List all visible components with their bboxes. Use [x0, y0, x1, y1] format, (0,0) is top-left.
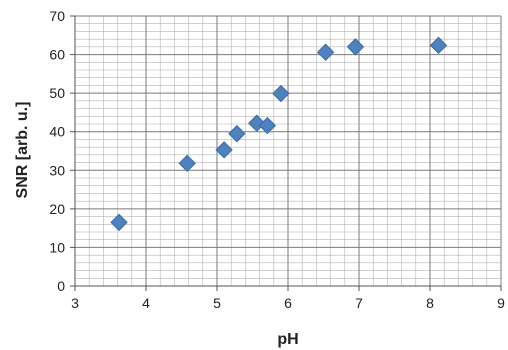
data-point [110, 213, 128, 232]
chart-axes [70, 15, 502, 291]
x-axis-title: pH [277, 331, 298, 348]
x-tick-label: 6 [284, 295, 292, 311]
y-tick-label: 50 [49, 85, 65, 101]
y-tick-label: 20 [49, 201, 65, 217]
y-tick-labels: 0 10 20 30 40 50 60 70 [49, 8, 65, 294]
y-tick-label: 0 [57, 278, 65, 294]
y-tick-label: 30 [49, 162, 65, 178]
x-tick-label: 8 [426, 295, 434, 311]
data-points [110, 36, 448, 232]
data-point [215, 141, 233, 159]
data-point [316, 43, 335, 61]
x-tick-label: 5 [213, 295, 221, 311]
x-tick-label: 3 [71, 295, 79, 311]
data-point [248, 114, 266, 132]
data-point [228, 124, 246, 143]
data-point [272, 84, 290, 103]
x-tick-label: 7 [355, 295, 363, 311]
x-tick-label: 4 [142, 295, 150, 311]
data-point [258, 116, 277, 135]
data-point [429, 36, 448, 55]
data-point [346, 38, 365, 56]
y-tick-label: 60 [49, 47, 65, 63]
chart-grid [74, 15, 502, 287]
y-axis-title: SNR [arb. u.] [14, 102, 31, 199]
data-point [178, 154, 196, 173]
x-tick-labels: 3 4 5 6 7 8 9 [71, 295, 505, 311]
y-tick-label: 70 [49, 8, 65, 24]
y-tick-label: 10 [49, 239, 65, 255]
x-tick-label: 9 [497, 295, 505, 311]
y-tick-label: 40 [49, 124, 65, 140]
